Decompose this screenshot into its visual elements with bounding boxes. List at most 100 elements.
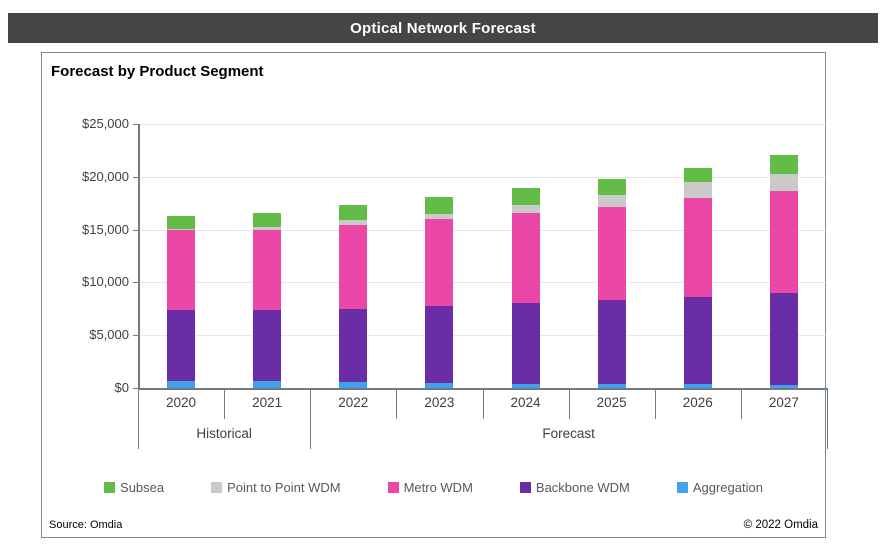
bar-segment-metro-wdm-2022 — [339, 224, 368, 309]
legend-item-backbone-wdm: Backbone WDM — [519, 480, 630, 495]
bar-segment-point-to-point-wdm-2022 — [339, 219, 368, 225]
y-axis-line — [138, 124, 140, 389]
y-axis-tick-5000 — [133, 335, 138, 337]
legend-item-metro-wdm: Metro WDM — [387, 480, 473, 495]
legend-label-subsea: Subsea — [120, 480, 165, 495]
x-axis-divider-5 — [568, 388, 570, 419]
x-axis-label-2025: 2025 — [596, 395, 627, 410]
gridline-15000 — [138, 229, 827, 231]
x-axis-label-2024: 2024 — [510, 395, 541, 410]
x-axis-group-label-forecast: Forecast — [542, 426, 595, 441]
x-axis-label-2023: 2023 — [424, 395, 455, 410]
y-axis-tick-25000 — [133, 124, 138, 125]
bar-segment-subsea-2021 — [253, 212, 282, 228]
gridline-10000 — [138, 282, 827, 284]
gridline-25000 — [138, 124, 827, 125]
bar-segment-aggregation-2020 — [167, 380, 196, 388]
source-note: Source: Omdia — [49, 519, 123, 531]
legend-swatch-metro-wdm — [387, 482, 399, 493]
x-axis-divider-0 — [138, 388, 139, 449]
bar-segment-point-to-point-wdm-2026 — [683, 182, 712, 198]
bar-segment-backbone-wdm-2020 — [167, 310, 196, 381]
bar-segment-subsea-2022 — [339, 204, 368, 220]
x-axis-label-2020: 2020 — [166, 395, 197, 410]
bar-segment-backbone-wdm-2027 — [769, 292, 798, 386]
bar-segment-aggregation-2021 — [253, 380, 282, 388]
bar-segment-point-to-point-wdm-2021 — [253, 227, 282, 230]
bar-segment-aggregation-2023 — [425, 383, 454, 388]
bar-segment-metro-wdm-2021 — [253, 229, 282, 310]
bar-segment-backbone-wdm-2025 — [597, 299, 626, 384]
bar-segment-point-to-point-wdm-2020 — [167, 228, 196, 230]
x-axis-label-2026: 2026 — [682, 395, 713, 410]
legend-label-backbone-wdm: Backbone WDM — [535, 480, 630, 495]
bar-segment-point-to-point-wdm-2027 — [769, 174, 798, 192]
legend-label-aggregation: Aggregation — [692, 480, 763, 495]
legend-swatch-aggregation — [676, 482, 688, 493]
bar-segment-point-to-point-wdm-2023 — [425, 213, 454, 220]
bar-segment-backbone-wdm-2022 — [339, 308, 368, 383]
y-axis-tick-15000 — [133, 229, 138, 231]
report-title-bar: Optical Network Forecast — [8, 13, 878, 43]
y-axis-label-25000: $25,000 — [82, 116, 129, 131]
legend-swatch-subsea — [104, 482, 116, 493]
bar-segment-aggregation-2025 — [597, 383, 626, 388]
x-axis-label-2021: 2021 — [252, 395, 283, 410]
legend-swatch-backbone-wdm — [519, 482, 531, 493]
y-axis-tick-0 — [133, 388, 138, 389]
bar-segment-subsea-2026 — [683, 167, 712, 183]
x-axis-divider-3 — [396, 388, 398, 419]
chart-title: Forecast by Product Segment — [51, 63, 264, 80]
legend-item-point-to-point-wdm: Point to Point WDM — [211, 480, 341, 495]
y-axis-label-0: $0 — [114, 380, 129, 395]
legend-item-aggregation: Aggregation — [676, 480, 763, 495]
bar-segment-subsea-2027 — [769, 155, 798, 175]
legend-label-point-to-point-wdm: Point to Point WDM — [227, 480, 341, 495]
x-axis-group-label-historical: Historical — [196, 426, 252, 441]
bar-segment-metro-wdm-2023 — [425, 219, 454, 307]
bar-segment-point-to-point-wdm-2024 — [511, 205, 540, 214]
bar-segment-aggregation-2027 — [769, 385, 798, 388]
gridline-20000 — [138, 176, 827, 178]
bar-segment-subsea-2025 — [597, 178, 626, 195]
bar-segment-point-to-point-wdm-2025 — [597, 194, 626, 207]
y-axis-label-15000: $15,000 — [82, 221, 129, 237]
bar-segment-subsea-2023 — [425, 197, 454, 214]
bar-segment-metro-wdm-2025 — [597, 206, 626, 300]
y-axis-label-10000: $10,000 — [82, 274, 129, 290]
x-axis-divider-2 — [310, 388, 312, 449]
bar-segment-aggregation-2022 — [339, 382, 368, 388]
chart-container: Forecast by Product Segment $0 $5,000 $10,… — [41, 52, 828, 538]
y-axis-tick-10000 — [133, 282, 138, 284]
x-axis-divider-1 — [224, 388, 226, 419]
bar-segment-metro-wdm-2027 — [769, 191, 798, 293]
legend: Subsea Point to Point WDM Metro WDM Backbon… — [42, 480, 825, 495]
x-axis-label-2027: 2027 — [768, 395, 799, 410]
copyright-note: © 2022 Omdia — [743, 519, 818, 531]
bar-segment-backbone-wdm-2023 — [425, 306, 454, 384]
bar-segment-metro-wdm-2020 — [167, 229, 196, 311]
x-axis-divider-8 — [827, 388, 828, 449]
bar-segment-metro-wdm-2026 — [683, 197, 712, 297]
gridline-5000 — [138, 335, 827, 337]
legend-label-metro-wdm: Metro WDM — [403, 480, 473, 495]
x-axis-divider-7 — [740, 388, 742, 419]
legend-swatch-point-to-point-wdm — [211, 482, 223, 493]
report-title: Optical Network Forecast — [350, 19, 536, 37]
bar-segment-aggregation-2026 — [683, 383, 712, 388]
bar-segment-subsea-2020 — [167, 215, 196, 229]
y-axis-label-5000: $5,000 — [89, 327, 129, 343]
bar-segment-backbone-wdm-2021 — [253, 309, 282, 381]
bar-segment-metro-wdm-2024 — [511, 213, 540, 303]
bar-segment-backbone-wdm-2026 — [683, 296, 712, 384]
legend-item-subsea: Subsea — [104, 480, 164, 495]
bar-segment-subsea-2024 — [511, 188, 540, 206]
bar-segment-aggregation-2024 — [511, 383, 540, 388]
y-axis-label-20000: $20,000 — [82, 168, 129, 184]
bar-segment-backbone-wdm-2024 — [511, 302, 540, 384]
x-axis-label-2022: 2022 — [338, 395, 369, 410]
x-axis-divider-6 — [654, 388, 656, 419]
x-axis-divider-4 — [482, 388, 484, 419]
y-axis-tick-20000 — [133, 176, 138, 178]
